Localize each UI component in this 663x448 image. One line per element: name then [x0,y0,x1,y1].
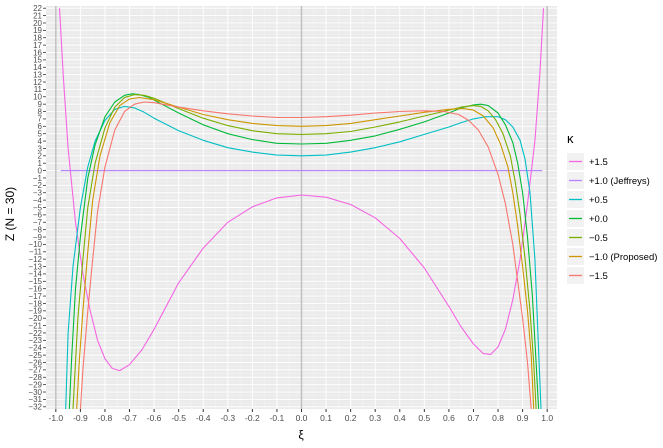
x-tick-label: -0.8 [98,413,113,423]
x-tick-label: -0.6 [147,413,162,423]
y-tick-label: −8 [33,225,43,234]
x-tick-label: 0.4 [394,413,406,423]
y-tick-label: 14 [33,63,42,72]
y-tick-label: 11 [34,85,43,94]
x-tick-label: -0.4 [196,413,211,423]
x-axis-label: ξ [298,428,304,442]
series-line [68,93,540,409]
y-tick-label: −7 [33,218,43,227]
x-tick-label: 0.5 [418,413,430,423]
legend-label: +1.0 (Jeffreys) [589,176,650,187]
y-tick-label: −32 [28,403,42,412]
y-tick-label: −23 [28,336,42,345]
y-axis-label: Z (N = 30) [3,187,17,241]
x-tick-label: -0.2 [245,413,260,423]
y-tick-label: −20 [28,314,42,323]
series-lines [58,8,545,409]
y-tick-label: −24 [28,344,42,353]
y-tick-label: 18 [33,34,42,43]
x-tick-label: -0.9 [73,413,88,423]
y-tick-label: 12 [33,78,42,87]
x-tick-label: 0.0 [296,413,308,423]
x-tick-label: 0.7 [468,413,480,423]
y-tick-label: −31 [28,395,42,404]
y-tick-label: −6 [33,211,43,220]
x-tick-label: -0.1 [270,413,285,423]
y-tick-label: −28 [28,373,42,382]
y-tick-label: 10 [33,93,42,102]
y-tick-label: −16 [28,284,42,293]
y-tick-label: −18 [28,299,42,308]
y-tick-label: −30 [28,388,42,397]
y-axis: −32−31−30−29−28−27−26−25−24−23−22−21−20−… [28,4,46,412]
x-tick-label: -1.0 [48,413,63,423]
y-tick-label: 2 [38,152,43,161]
x-tick-label: 1.0 [541,413,553,423]
y-tick-label: 6 [38,122,43,131]
y-tick-label: 20 [33,19,42,28]
y-tick-label: 3 [38,144,43,153]
x-tick-label: 0.2 [345,413,357,423]
y-tick-label: −4 [33,196,43,205]
y-tick-label: −10 [28,240,42,249]
series-line [76,96,535,409]
y-tick-label: 21 [33,11,42,20]
legend-label: −1.5 [589,271,608,282]
y-tick-label: 4 [38,137,43,146]
x-tick-label: 0.8 [492,413,504,423]
x-tick-label: -0.7 [122,413,137,423]
y-tick-label: −17 [28,292,42,301]
y-tick-label: −3 [33,189,43,198]
y-tick-label: 0 [38,166,43,175]
x-tick-label: -0.3 [220,413,235,423]
y-tick-label: −22 [28,329,42,338]
legend-title: κ [567,131,574,146]
y-tick-label: −27 [28,366,42,375]
y-tick-label: −29 [28,380,42,389]
series-line [79,101,532,409]
y-tick-label: −13 [28,262,42,271]
y-tick-label: −5 [33,203,43,212]
x-tick-label: 0.3 [369,413,381,423]
legend-label: +0.5 [589,195,608,206]
y-tick-label: 22 [33,4,42,13]
y-tick-label: 19 [33,26,42,35]
y-tick-label: −26 [28,358,42,367]
y-tick-label: 9 [38,100,43,109]
legend: κ +1.5 +1.0 (Jeffreys) +0.5 +0.0 −0.5 −1.0 (P… [567,131,657,284]
y-tick-label: −25 [28,351,42,360]
y-tick-label: 1 [38,159,43,168]
y-tick-label: −15 [28,277,42,286]
y-tick-label: 5 [38,129,43,138]
series-line [72,94,537,409]
x-tick-label: -0.5 [171,413,186,423]
y-tick-label: 7 [38,115,43,124]
legend-label: +1.5 [589,157,608,168]
y-tick-label: −21 [28,321,42,330]
y-tick-label: 17 [33,41,42,50]
x-axis: -1.0 -0.9 -0.8 -0.7 -0.6 -0.5 -0.4 -0.3 -0.2 -0.1… [48,409,553,423]
y-tick-label: −12 [28,255,42,264]
y-tick-label: 15 [33,56,42,65]
y-tick-label: −2 [33,181,43,190]
reference-lines [55,6,548,409]
legend-label: +0.0 [589,214,608,225]
legend-label: −0.5 [589,233,608,244]
y-tick-label: −1 [33,174,43,183]
series-line [65,105,542,409]
y-tick-label: −11 [29,248,43,257]
x-tick-label: 0.6 [443,413,455,423]
y-tick-label: −19 [28,307,42,316]
y-tick-label: −9 [33,233,43,242]
y-tick-label: 16 [33,48,42,57]
y-tick-label: 8 [38,107,43,116]
y-tick-label: −14 [28,270,42,279]
series-line [58,8,545,372]
x-tick-label: 0.1 [320,413,332,423]
legend-label: −1.0 (Proposed) [589,252,657,263]
x-tick-label: 0.9 [517,413,529,423]
y-tick-label: 13 [33,70,42,79]
